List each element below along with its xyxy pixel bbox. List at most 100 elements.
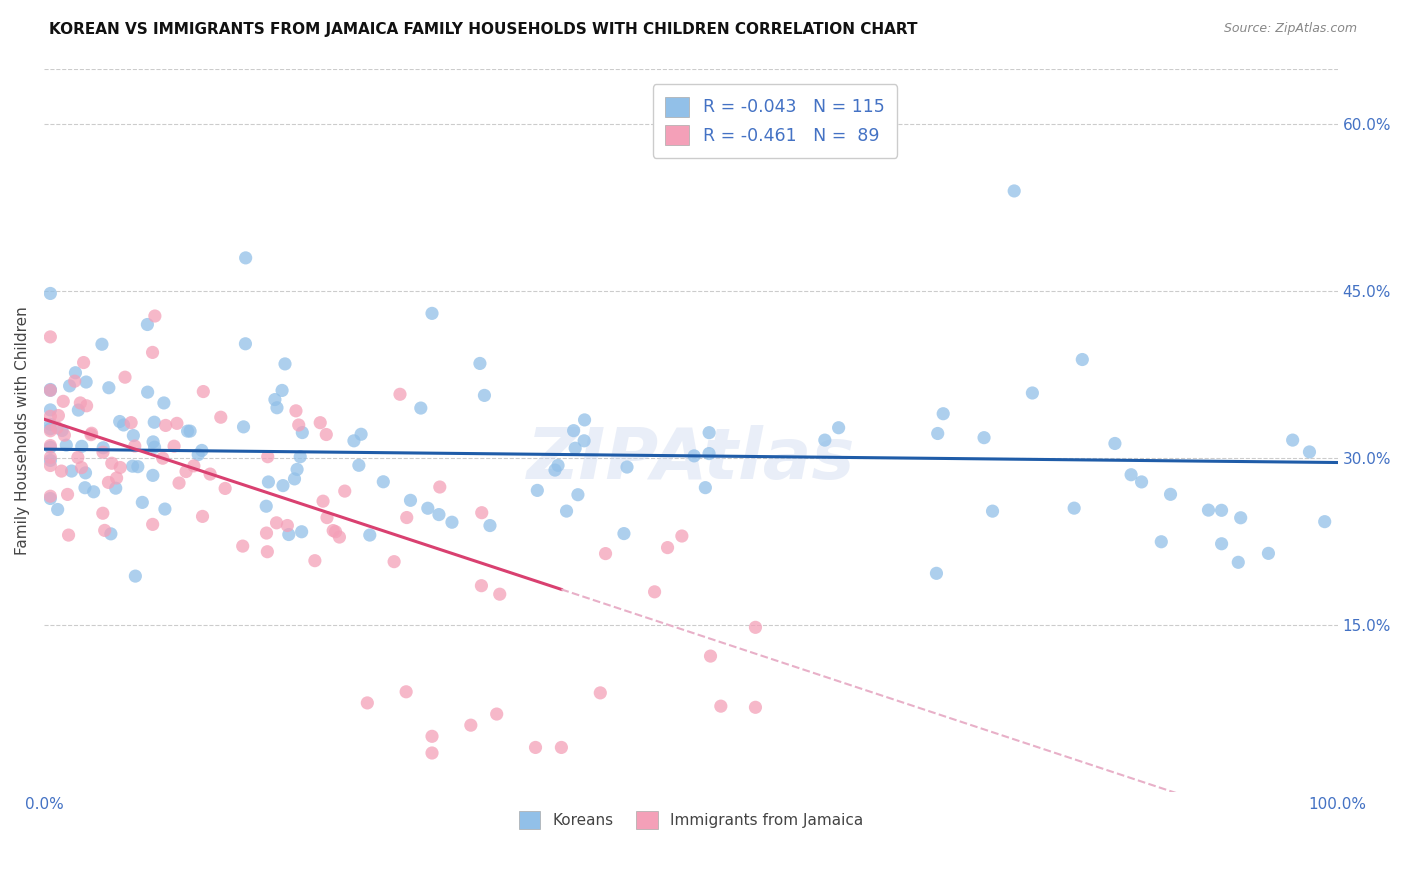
Point xyxy=(1104,436,1126,450)
Point xyxy=(58,379,80,393)
Point xyxy=(53,428,76,442)
Point xyxy=(183,458,205,473)
Point xyxy=(55,438,77,452)
Point xyxy=(1119,467,1142,482)
Point xyxy=(39,330,62,344)
Point xyxy=(271,384,294,398)
Point xyxy=(60,464,83,478)
Point xyxy=(699,649,721,664)
Point xyxy=(39,453,62,467)
Point xyxy=(322,524,344,538)
Point xyxy=(1211,503,1233,517)
Point xyxy=(75,375,97,389)
Point xyxy=(91,506,114,520)
Point xyxy=(1211,537,1233,551)
Point xyxy=(191,443,214,458)
Point xyxy=(70,460,93,475)
Point xyxy=(56,487,79,501)
Point xyxy=(198,467,221,481)
Text: ZIPAtlas: ZIPAtlas xyxy=(526,425,855,493)
Point xyxy=(39,286,62,301)
Text: Source: ZipAtlas.com: Source: ZipAtlas.com xyxy=(1223,22,1357,36)
Point xyxy=(1313,515,1336,529)
Point xyxy=(932,407,955,421)
Point xyxy=(39,424,62,438)
Point xyxy=(312,494,335,508)
Point xyxy=(131,495,153,509)
Point xyxy=(567,488,589,502)
Point xyxy=(39,440,62,454)
Point xyxy=(373,475,395,489)
Point xyxy=(153,502,176,516)
Point xyxy=(39,383,62,397)
Point xyxy=(232,539,254,553)
Text: KOREAN VS IMMIGRANTS FROM JAMAICA FAMILY HOUSEHOLDS WITH CHILDREN CORRELATION CH: KOREAN VS IMMIGRANTS FROM JAMAICA FAMILY… xyxy=(49,22,918,37)
Point xyxy=(142,517,165,532)
Point xyxy=(420,729,443,743)
Point xyxy=(359,528,381,542)
Point xyxy=(39,383,62,397)
Point xyxy=(193,384,215,399)
Point xyxy=(595,547,617,561)
Point xyxy=(291,425,314,440)
Point xyxy=(287,417,309,432)
Point xyxy=(429,480,451,494)
Point xyxy=(266,516,288,530)
Point xyxy=(925,566,948,581)
Point xyxy=(1257,546,1279,560)
Point xyxy=(325,524,347,539)
Point xyxy=(562,424,585,438)
Point xyxy=(284,404,307,418)
Point xyxy=(124,439,146,453)
Point xyxy=(488,587,510,601)
Point xyxy=(671,529,693,543)
Point xyxy=(48,409,70,423)
Point xyxy=(644,584,666,599)
Point xyxy=(141,345,163,359)
Point xyxy=(399,493,422,508)
Point xyxy=(572,434,595,448)
Point xyxy=(388,387,411,401)
Point xyxy=(382,555,405,569)
Point xyxy=(52,394,75,409)
Point xyxy=(395,510,418,524)
Point xyxy=(179,424,201,438)
Point xyxy=(80,427,103,442)
Point xyxy=(309,416,332,430)
Point xyxy=(127,459,149,474)
Point xyxy=(191,509,214,524)
Point xyxy=(1063,501,1085,516)
Point xyxy=(927,426,949,441)
Point xyxy=(478,518,501,533)
Point xyxy=(97,381,120,395)
Point xyxy=(257,475,280,489)
Point xyxy=(814,433,837,447)
Point xyxy=(290,450,312,464)
Point xyxy=(80,426,103,441)
Point xyxy=(1198,503,1220,517)
Legend: Koreans, Immigrants from Jamaica: Koreans, Immigrants from Jamaica xyxy=(512,805,869,835)
Point xyxy=(143,309,166,323)
Point xyxy=(589,686,612,700)
Point xyxy=(235,251,257,265)
Point xyxy=(105,471,128,485)
Point xyxy=(304,554,326,568)
Point xyxy=(347,458,370,473)
Point xyxy=(697,425,720,440)
Point xyxy=(69,396,91,410)
Point xyxy=(39,417,62,432)
Point xyxy=(120,416,142,430)
Point xyxy=(1150,534,1173,549)
Point xyxy=(1160,487,1182,501)
Point xyxy=(1002,184,1025,198)
Point xyxy=(1071,352,1094,367)
Point xyxy=(97,475,120,490)
Point xyxy=(209,410,232,425)
Point xyxy=(440,515,463,529)
Point xyxy=(256,545,278,559)
Point xyxy=(121,459,143,474)
Point xyxy=(416,501,439,516)
Point xyxy=(112,417,135,432)
Point xyxy=(174,465,197,479)
Point xyxy=(981,504,1004,518)
